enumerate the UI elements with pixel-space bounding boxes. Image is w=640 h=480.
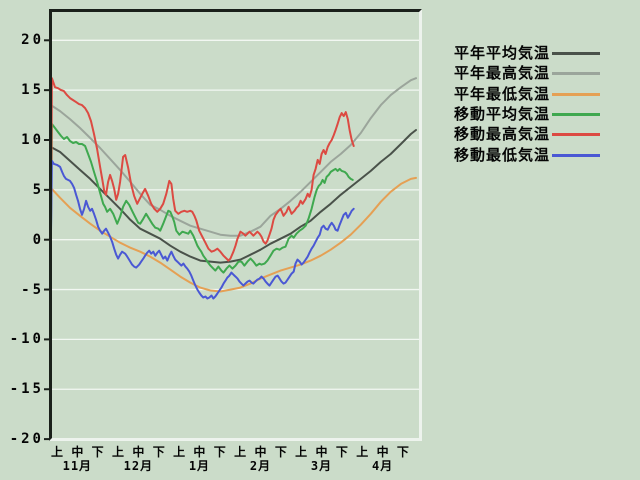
y-tick-label: 5 [32, 181, 44, 198]
legend-item: 移動最高気温 [452, 125, 632, 145]
x-dekad-label: 下 [152, 445, 165, 459]
x-month-label: 11月 [62, 459, 93, 473]
legend-color-swatch [552, 52, 600, 55]
y-tick-label: -20 [9, 431, 44, 448]
legend-color-swatch [552, 153, 600, 157]
legend-color-swatch [552, 92, 600, 96]
series-line-moving-max [49, 77, 355, 262]
y-tick-label: -5 [21, 281, 44, 298]
x-dekad-label: 下 [335, 445, 348, 459]
x-month-label: 1月 [188, 459, 211, 473]
x-dekad-label: 中 [71, 445, 84, 459]
y-tick-label: 20 [21, 32, 44, 49]
x-dekad-label: 上 [234, 445, 247, 459]
x-dekad-label: 上 [112, 445, 125, 459]
legend-item-label: 平年最低気温 [454, 84, 551, 103]
x-dekad-label: 下 [213, 445, 226, 459]
y-tick-label: 10 [21, 132, 44, 148]
y-tick-label: -10 [9, 331, 44, 348]
x-dekad-label: 中 [132, 445, 145, 459]
y-tick-label: 15 [21, 82, 44, 99]
series-line-moving-min [49, 159, 355, 300]
legend-item: 移動最低気温 [452, 146, 632, 166]
legend-item-label: 移動平均気温 [454, 104, 551, 123]
x-month-label: 2月 [249, 459, 272, 473]
x-dekad-label: 中 [254, 445, 267, 459]
series-line-moving-mean [49, 123, 354, 274]
y-tick-label: 0 [32, 231, 44, 248]
legend-color-swatch [552, 133, 600, 137]
x-dekad-label: 下 [396, 445, 409, 459]
legend-item-label: 平年最高気温 [454, 64, 551, 83]
legend-item-label: 移動最高気温 [454, 125, 551, 144]
legend-item-label: 平年平均気温 [454, 44, 551, 62]
legend-item-label: 移動最低気温 [454, 145, 551, 164]
x-dekad-label: 下 [274, 445, 287, 459]
x-dekad-label: 中 [376, 445, 389, 459]
legend-item: 移動平均気温 [452, 105, 632, 125]
legend-color-swatch [552, 72, 600, 76]
x-dekad-label: 上 [50, 445, 63, 459]
series-line-normal-mean [49, 129, 417, 264]
y-tick-label: -15 [9, 381, 44, 398]
x-dekad-label: 上 [295, 445, 308, 459]
x-dekad-label: 下 [91, 445, 104, 459]
x-month-label: 3月 [310, 459, 333, 473]
x-dekad-label: 中 [315, 445, 328, 459]
x-month-label: 12月 [123, 459, 154, 473]
legend-item: 平年最高気温 [452, 64, 632, 84]
legend-item: 平年平均気温 [452, 44, 632, 64]
x-dekad-label: 上 [173, 445, 186, 459]
legend-color-swatch [552, 112, 600, 116]
series-line-normal-min [49, 176, 417, 293]
plot-area [49, 9, 422, 441]
x-dekad-label: 中 [193, 445, 206, 459]
x-month-label: 4月 [371, 459, 394, 473]
series-line-normal-max [49, 77, 417, 237]
legend-item: 平年最低気温 [452, 85, 632, 105]
x-dekad-label: 上 [356, 445, 369, 459]
